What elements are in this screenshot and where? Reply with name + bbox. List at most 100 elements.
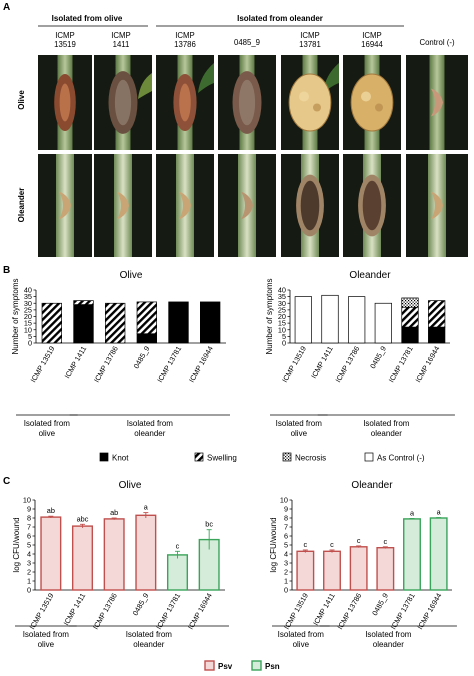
legend-swatch-psv (204, 660, 215, 671)
y-tick-label: 10 (23, 496, 31, 505)
panel-letter-c: C (3, 476, 10, 487)
bar-psn (429, 517, 448, 591)
significance-letter: ab (47, 506, 55, 515)
bar-psv (349, 546, 368, 591)
legend-swatch (282, 452, 292, 462)
legend-swatch-psn (251, 660, 262, 671)
photo-oleander-0 (38, 154, 92, 257)
bar-psv (296, 550, 315, 591)
category-label: ICMP 13786 (333, 345, 361, 385)
y-tick-label: 20 (24, 312, 32, 321)
y-tick-label: 0 (28, 339, 32, 348)
significance-letter: c (384, 537, 388, 546)
photo-oleander-4 (281, 154, 339, 257)
bar-psv (103, 518, 125, 591)
photo-olive-5 (343, 55, 401, 150)
photo-oleander-5 (343, 154, 401, 257)
y-tick-label: 20 (278, 312, 286, 321)
legend-symptoms: Knot Swelling Necrosis As Control (-) (99, 452, 425, 463)
y-tick-label: 9 (27, 505, 31, 514)
category-label: ICMP 13781 (387, 345, 415, 385)
column-header-4: ICMP 13781 (299, 31, 321, 49)
y-tick-label: 6 (284, 532, 288, 541)
legend-label: Swelling (207, 454, 237, 463)
photo-olive-4 (281, 55, 339, 150)
category-label: ICMP 13781 (154, 592, 182, 632)
column-header-5: ICMP 16944 (361, 31, 383, 49)
y-tick-label: 30 (278, 299, 286, 308)
legend-swatch (364, 452, 374, 462)
photo-oleander-6 (406, 154, 468, 257)
photo-oleander-3 (218, 154, 276, 257)
y-tick-label: 0 (282, 339, 286, 348)
category-label: ICMP 1411 (63, 345, 89, 381)
bar-segment-knot (401, 326, 419, 344)
legend-label: Necrosis (295, 454, 326, 463)
category-label: 0485_9 (132, 345, 152, 371)
category-label: ICMP 13786 (92, 345, 120, 385)
y-tick-label: 5 (27, 541, 31, 550)
bar-segment-as-control- (374, 302, 392, 344)
chart-title: Olive (120, 270, 143, 281)
y-tick-label: 25 (24, 305, 32, 314)
category-label: ICMP 16944 (186, 592, 214, 632)
bar-segment-swelling (73, 300, 94, 305)
column-header-2: ICMP 13786 (174, 31, 196, 49)
y-axis-label: Number of symptoms (265, 278, 274, 354)
photo-olive-3 (218, 55, 276, 150)
category-label: 0485_9 (370, 592, 390, 618)
y-tick-label: 3 (284, 559, 288, 568)
legend-label: Psv (218, 662, 233, 671)
group-header-olive: Isolated from olive (52, 14, 123, 23)
y-tick-label: 5 (282, 332, 286, 341)
chart-title: Oleander (351, 480, 393, 491)
y-tick-label: 7 (284, 523, 288, 532)
y-tick-label: 15 (278, 319, 286, 328)
bar-segment-knot (136, 333, 157, 344)
category-label: 0485_9 (368, 345, 388, 371)
category-label: ICMP 13786 (91, 592, 119, 632)
bar-psv (40, 516, 62, 591)
group-label-oleander: Isolated from oleander (127, 419, 174, 438)
y-tick-label: 8 (284, 514, 288, 523)
y-tick-label: 6 (27, 532, 31, 541)
significance-letter: bc (205, 520, 213, 529)
y-tick-label: 0 (284, 586, 288, 595)
category-label: ICMP 1411 (311, 592, 337, 628)
bar-segment-swelling (401, 306, 419, 328)
significance-letter: a (437, 508, 442, 517)
bar-psv (71, 525, 94, 591)
group-label-oleander: Isolated from oleander (126, 630, 173, 649)
chart-title: Olive (119, 480, 142, 491)
significance-letter: c (304, 540, 308, 549)
photo-olive-2 (156, 55, 214, 150)
bar-psn (403, 518, 421, 591)
significance-letter: c (357, 536, 361, 545)
legend-label: As Control (-) (377, 454, 425, 463)
y-tick-label: 35 (24, 292, 32, 301)
category-label: ICMP 16944 (415, 592, 443, 632)
y-tick-label: 25 (278, 305, 286, 314)
group-label-oleander: Isolated from oleander (363, 419, 410, 438)
y-tick-label: 5 (28, 332, 32, 341)
group-label-olive: Isolated from olive (276, 419, 323, 438)
y-tick-label: 2 (284, 568, 288, 577)
group-label-olive: Isolated from olive (278, 630, 325, 649)
bar-psv (376, 547, 395, 591)
bar-segment-knot (73, 304, 94, 344)
y-tick-label: 10 (278, 325, 286, 334)
bar-segment-swelling (104, 302, 126, 344)
significance-letter: c (330, 540, 334, 549)
y-tick-label: 3 (27, 559, 31, 568)
column-header-0: ICMP 13519 (54, 31, 76, 49)
bar-psv (323, 550, 341, 591)
chart-title: Oleander (349, 270, 391, 281)
y-tick-label: 1 (27, 577, 31, 586)
category-label: ICMP 1411 (309, 345, 335, 381)
category-label: ICMP 13781 (389, 592, 417, 632)
y-tick-label: 40 (278, 286, 286, 295)
